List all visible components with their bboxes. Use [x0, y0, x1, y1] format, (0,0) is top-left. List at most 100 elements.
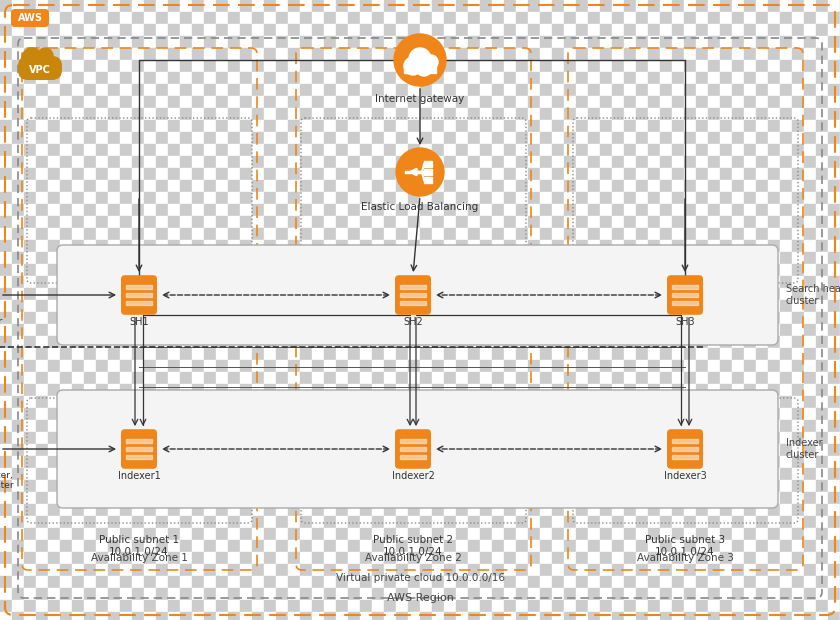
Bar: [768, 84, 780, 96]
Bar: [432, 300, 444, 312]
Bar: [612, 204, 624, 216]
Bar: [216, 216, 228, 228]
Bar: [336, 468, 348, 480]
Bar: [492, 360, 504, 372]
Bar: [588, 612, 600, 620]
Bar: [144, 576, 156, 588]
Bar: [636, 396, 648, 408]
Bar: [264, 456, 276, 468]
Bar: [144, 468, 156, 480]
Bar: [708, 504, 720, 516]
Bar: [696, 504, 708, 516]
Bar: [708, 564, 720, 576]
Bar: [408, 180, 420, 192]
Bar: [276, 84, 288, 96]
Bar: [96, 192, 108, 204]
Bar: [648, 240, 660, 252]
Bar: [48, 600, 60, 612]
Bar: [756, 228, 768, 240]
Bar: [400, 455, 426, 459]
Bar: [336, 156, 348, 168]
Bar: [768, 216, 780, 228]
Bar: [96, 48, 108, 60]
Bar: [264, 300, 276, 312]
Bar: [408, 492, 420, 504]
Bar: [384, 528, 396, 540]
Bar: [780, 444, 792, 456]
Bar: [324, 588, 336, 600]
Circle shape: [22, 48, 42, 68]
Bar: [168, 276, 180, 288]
Bar: [564, 72, 576, 84]
Bar: [132, 324, 144, 336]
Bar: [108, 552, 120, 564]
Bar: [48, 468, 60, 480]
Bar: [576, 252, 588, 264]
Bar: [684, 588, 696, 600]
Bar: [264, 108, 276, 120]
Bar: [156, 480, 168, 492]
Bar: [648, 24, 660, 36]
Bar: [252, 576, 264, 588]
Bar: [24, 192, 36, 204]
Bar: [528, 612, 540, 620]
Bar: [468, 156, 480, 168]
Bar: [648, 552, 660, 564]
Bar: [540, 420, 552, 432]
Bar: [228, 24, 240, 36]
Bar: [348, 12, 360, 24]
Bar: [564, 564, 576, 576]
Bar: [732, 84, 744, 96]
Bar: [552, 120, 564, 132]
Bar: [36, 348, 48, 360]
Bar: [348, 156, 360, 168]
Bar: [300, 144, 312, 156]
Bar: [456, 168, 468, 180]
Bar: [468, 492, 480, 504]
Bar: [408, 312, 420, 324]
Bar: [432, 204, 444, 216]
Bar: [84, 444, 96, 456]
Bar: [336, 348, 348, 360]
Bar: [528, 60, 540, 72]
Bar: [252, 156, 264, 168]
Bar: [384, 276, 396, 288]
Bar: [60, 528, 72, 540]
Bar: [552, 480, 564, 492]
Bar: [144, 24, 156, 36]
Bar: [360, 480, 372, 492]
Bar: [168, 264, 180, 276]
Bar: [132, 336, 144, 348]
Bar: [276, 576, 288, 588]
Bar: [732, 564, 744, 576]
Bar: [708, 300, 720, 312]
Bar: [504, 372, 516, 384]
Bar: [576, 96, 588, 108]
Bar: [120, 528, 132, 540]
Bar: [768, 528, 780, 540]
Bar: [576, 540, 588, 552]
Bar: [444, 276, 456, 288]
Bar: [240, 492, 252, 504]
Bar: [480, 540, 492, 552]
Bar: [144, 516, 156, 528]
Bar: [372, 432, 384, 444]
Bar: [744, 300, 756, 312]
Bar: [312, 216, 324, 228]
Bar: [612, 48, 624, 60]
Bar: [312, 240, 324, 252]
Bar: [0, 612, 12, 620]
Bar: [468, 408, 480, 420]
Bar: [0, 96, 12, 108]
Bar: [132, 84, 144, 96]
Bar: [828, 552, 840, 564]
Bar: [300, 420, 312, 432]
Bar: [708, 456, 720, 468]
Bar: [312, 396, 324, 408]
Bar: [276, 60, 288, 72]
Bar: [528, 204, 540, 216]
Bar: [120, 564, 132, 576]
Bar: [312, 432, 324, 444]
Bar: [552, 72, 564, 84]
Bar: [12, 192, 24, 204]
